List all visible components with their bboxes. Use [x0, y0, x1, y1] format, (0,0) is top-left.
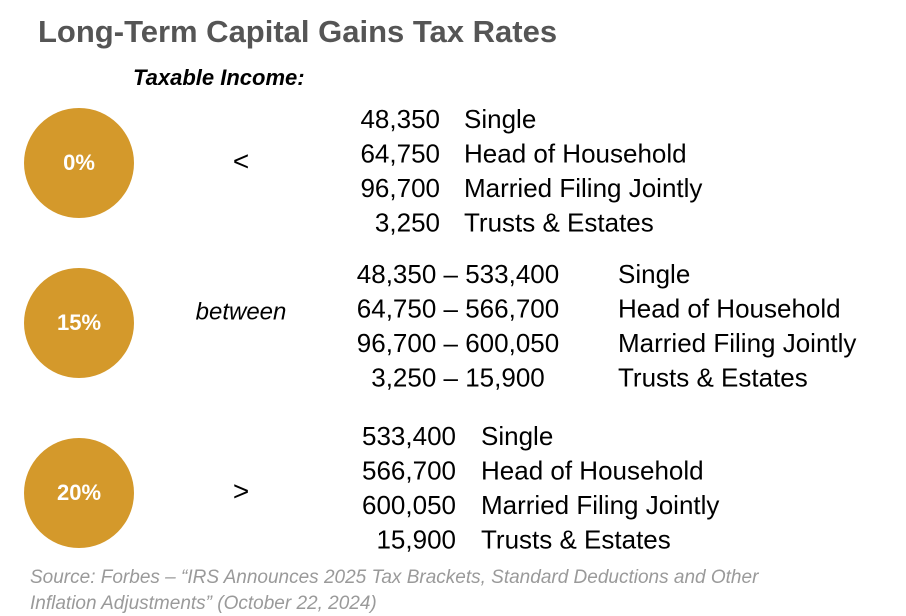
filer: Single [481, 421, 553, 451]
amount: 48,350 – 533,400 [357, 259, 559, 289]
rate-circle [24, 438, 134, 548]
filer: Married Filing Jointly [481, 490, 719, 520]
source: Source: Forbes – “IRS Announces 2025 Tax… [30, 567, 759, 588]
filer: Single [618, 259, 690, 289]
amount: 533,400 [362, 421, 456, 451]
filer: Married Filing Jointly [618, 328, 856, 358]
amount: 96,700 [360, 173, 440, 203]
amount: 3,250 [375, 207, 440, 237]
filer: Trusts & Estates [481, 524, 671, 554]
rate: 20% [57, 480, 101, 505]
amount: 64,750 [360, 138, 440, 168]
amount: 15,900 [376, 524, 456, 554]
rate-circle [24, 108, 134, 218]
filer: Trusts & Estates [464, 207, 654, 237]
amount: 96,700 – 600,050 [357, 328, 559, 358]
amount: 566,700 [362, 455, 456, 485]
title: Long-Term Capital Gains Tax Rates [38, 14, 557, 49]
operator: < [233, 145, 249, 176]
filer: Single [464, 104, 536, 134]
filer: Married Filing Jointly [464, 173, 702, 203]
rate: 0% [63, 150, 95, 175]
amount: 600,050 [362, 490, 456, 520]
filer: Head of Household [481, 455, 704, 485]
filer: Head of Household [464, 138, 687, 168]
amount: 3,250 – 15,900 [371, 362, 545, 392]
subtitle: Taxable Income: [133, 65, 305, 90]
filer: Head of Household [618, 293, 841, 323]
amount: 64,750 – 566,700 [357, 293, 559, 323]
amount: 48,350 [360, 104, 440, 134]
operator: between [196, 298, 287, 325]
rate-circle [24, 268, 134, 378]
rate: 15% [57, 310, 101, 335]
filer: Trusts & Estates [618, 362, 808, 392]
operator: > [233, 475, 249, 506]
source: Inflation Adjustments” (October 22, 2024… [30, 593, 377, 614]
